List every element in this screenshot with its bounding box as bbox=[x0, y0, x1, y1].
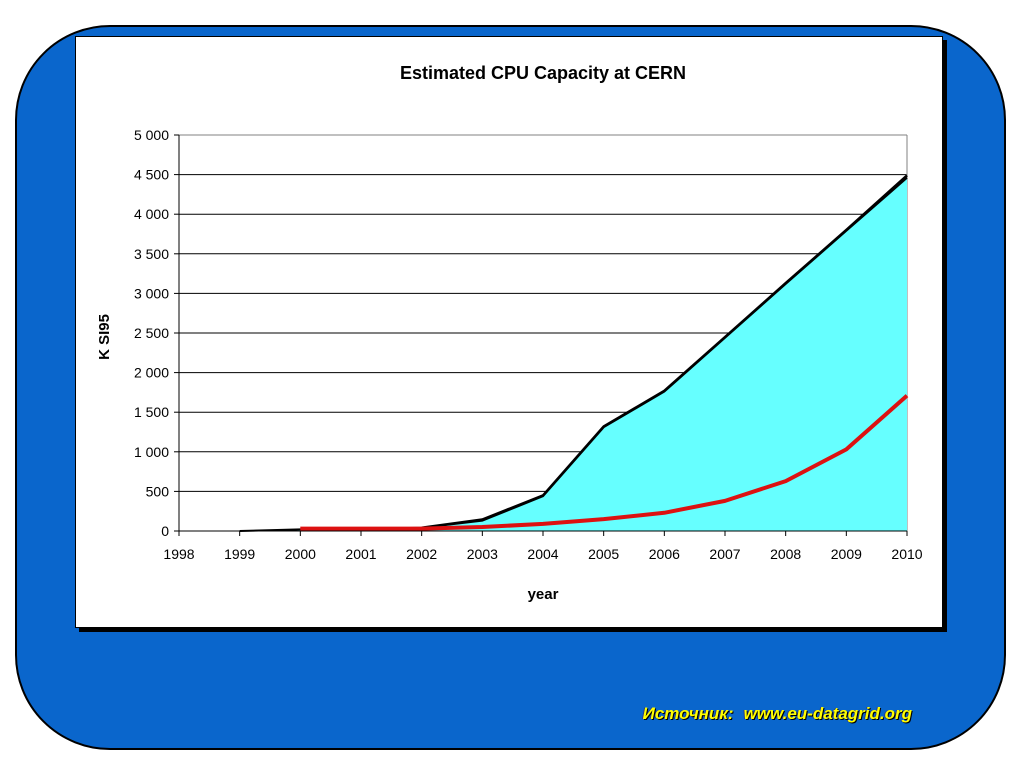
source-label: Источник: bbox=[642, 704, 734, 723]
y-tick-label: 1 000 bbox=[134, 444, 169, 460]
x-tick-label: 2008 bbox=[770, 546, 801, 562]
chart-panel: Estimated CPU Capacity at CERN 0 500 1 000 1… bbox=[75, 36, 943, 628]
x-tick-label: 2010 bbox=[891, 546, 922, 562]
series-2-line bbox=[300, 394, 909, 531]
y-tick-label: 2 500 bbox=[134, 325, 169, 341]
series-0-area bbox=[239, 177, 907, 532]
y-tick-label: 3 500 bbox=[134, 246, 169, 262]
x-tick-label: 2007 bbox=[709, 546, 740, 562]
x-tick-label: 2009 bbox=[831, 546, 862, 562]
x-tick-label: 2003 bbox=[467, 546, 498, 562]
y-tick-label: 1 500 bbox=[134, 404, 169, 420]
y-axis-label: K SI95 bbox=[96, 314, 113, 360]
y-tick-label: 5 000 bbox=[134, 127, 169, 143]
y-tick-label: 500 bbox=[146, 483, 170, 499]
source-url: www.eu-datagrid.org bbox=[743, 704, 912, 723]
x-tick-label: 1999 bbox=[224, 546, 255, 562]
cpu-capacity-chart: Estimated CPU Capacity at CERN 0 500 1 000 1… bbox=[96, 63, 923, 603]
x-tick-label: 2005 bbox=[588, 546, 619, 562]
source-caption: Источник: www.eu-datagrid.org bbox=[560, 704, 912, 724]
y-tick-label: 4 500 bbox=[134, 167, 169, 183]
x-tick-label: 2001 bbox=[345, 546, 376, 562]
y-tick-label: 4 000 bbox=[134, 206, 169, 222]
y-tick-label: 2 000 bbox=[134, 365, 169, 381]
x-tick-label: 2000 bbox=[285, 546, 316, 562]
y-tick-label: 0 bbox=[161, 523, 169, 539]
x-tick-label: 2006 bbox=[649, 546, 680, 562]
x-tick-label: 2002 bbox=[406, 546, 437, 562]
chart-title: Estimated CPU Capacity at CERN bbox=[400, 63, 686, 83]
x-axis-label: year bbox=[528, 586, 559, 603]
y-tick-label: 3 000 bbox=[134, 285, 169, 301]
x-tick-label: 2004 bbox=[527, 546, 558, 562]
series-1-line bbox=[421, 174, 908, 530]
x-tick-label: 1998 bbox=[163, 546, 194, 562]
